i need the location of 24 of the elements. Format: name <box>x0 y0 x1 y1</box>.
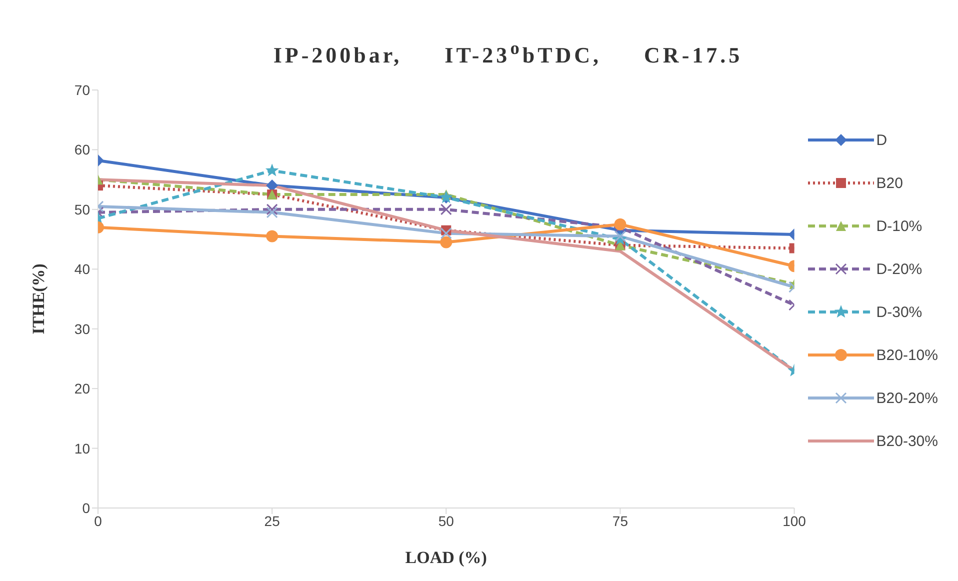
legend-label: D-20% <box>876 260 922 278</box>
y-tick-label: 20 <box>74 380 90 397</box>
legend-label: B20-10% <box>876 346 938 364</box>
x-axis-title: LOAD (%) <box>405 548 487 567</box>
legend-label: D <box>876 132 888 148</box>
y-tick-label: 60 <box>74 142 90 158</box>
y-tick-label: 10 <box>74 440 90 456</box>
legend-label: D-30% <box>876 304 922 320</box>
y-tick-label: 0 <box>82 500 90 516</box>
legend-label: B20-20% <box>876 390 938 406</box>
y-tick-label: 50 <box>74 201 90 218</box>
x-tick-label: 50 <box>438 512 454 529</box>
legend-label: B20-30% <box>876 432 938 450</box>
x-tick-label: 25 <box>264 512 280 529</box>
y-axis-title: ITHE(%) <box>29 264 48 334</box>
x-tick-label: 75 <box>612 512 628 529</box>
legend-label: B20 <box>876 174 903 192</box>
x-tick-label: 0 <box>94 512 102 529</box>
legend-label: D-10% <box>876 218 922 234</box>
x-tick-label: 100 <box>782 512 806 529</box>
chart-title: IP-200bar, IT-23$^{o}$bTDC, CR-17.5 <box>272 38 744 68</box>
y-tick-label: 40 <box>74 261 90 278</box>
y-tick-label: 70 <box>74 82 90 98</box>
y-tick-label: 30 <box>74 320 90 337</box>
